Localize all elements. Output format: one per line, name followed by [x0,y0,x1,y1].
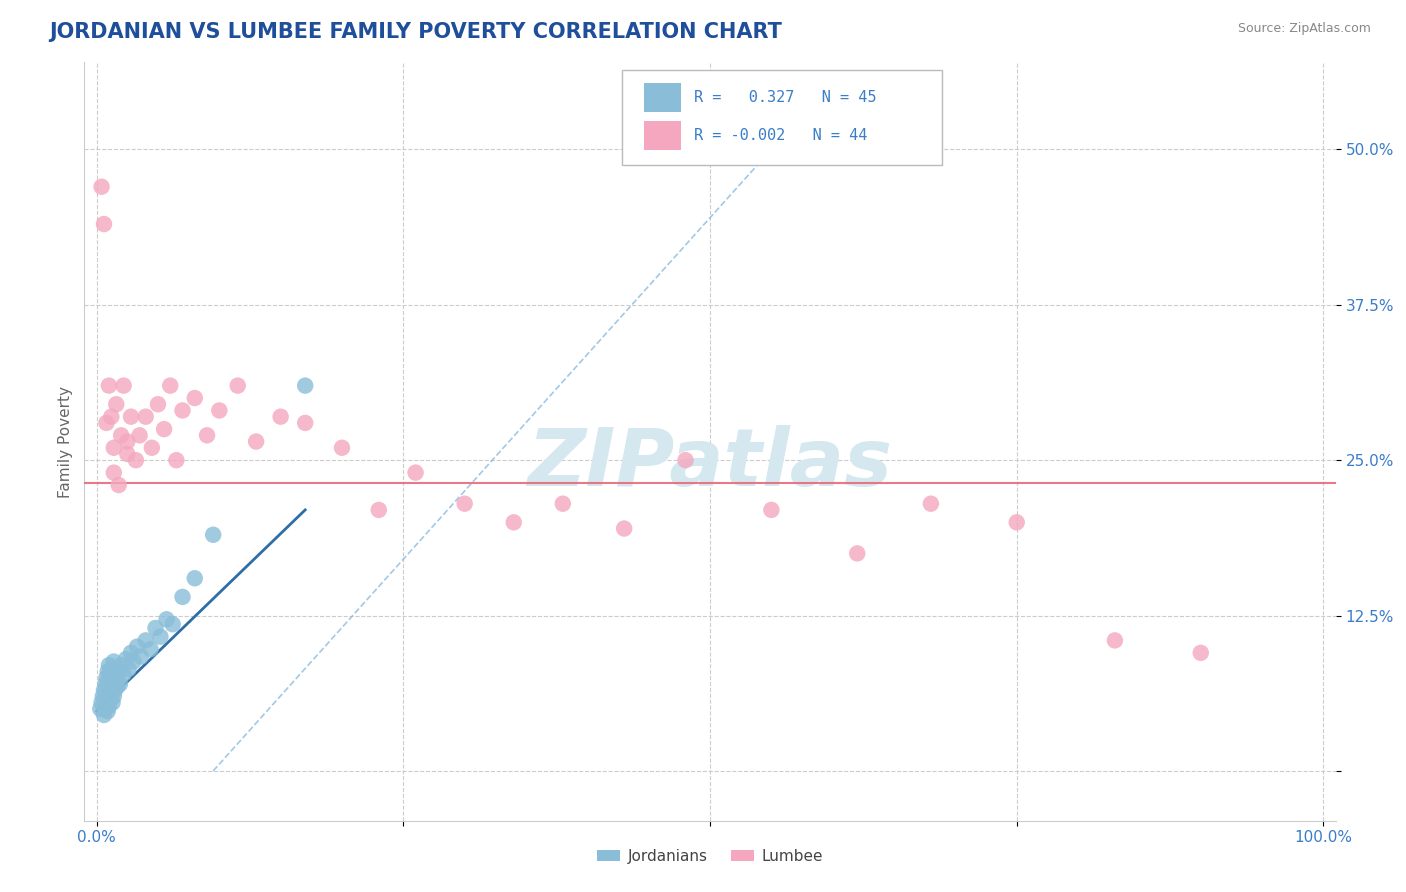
Point [103,466,125,480]
Point [120,409,142,424]
Point [330,441,353,455]
Bar [644,83,682,112]
Point [93,708,115,723]
Point [97,658,120,673]
Point [105,397,128,411]
Point [96,416,118,430]
Point [1189,646,1212,660]
Point [1104,633,1126,648]
Point [97,704,120,718]
Point [107,478,129,492]
Point [129,649,152,664]
Point [103,655,125,669]
Point [107,680,129,694]
Point [97,699,120,714]
Point [125,453,148,467]
Legend: Jordanians, Lumbee: Jordanians, Lumbee [591,843,830,870]
Point [120,646,142,660]
Point [149,630,172,644]
Point [93,217,115,231]
Point [112,378,135,392]
Text: Source: ZipAtlas.com: Source: ZipAtlas.com [1237,22,1371,36]
Point [117,434,139,449]
Point [100,409,122,424]
Point [761,503,783,517]
Point [139,642,162,657]
Point [184,571,207,585]
Point [165,453,187,467]
Point [112,667,135,681]
Point [96,696,118,710]
Point [110,658,132,673]
Text: R = -0.002   N = 44: R = -0.002 N = 44 [693,128,868,143]
Point [551,497,574,511]
Text: JORDANIAN VS LUMBEE FAMILY POVERTY CORRELATION CHART: JORDANIAN VS LUMBEE FAMILY POVERTY CORRE… [49,22,782,42]
Point [675,453,697,467]
Point [103,441,125,455]
Point [110,428,132,442]
Point [294,416,316,430]
Point [97,680,120,694]
Point [127,640,149,654]
Point [245,434,267,449]
Point [89,702,111,716]
Point [226,378,249,392]
Point [453,497,475,511]
Point [90,179,112,194]
Point [103,690,125,704]
Point [90,696,112,710]
Point [172,403,194,417]
Point [101,696,124,710]
Point [367,503,389,517]
Point [141,441,163,455]
Point [93,683,115,698]
Point [94,702,117,716]
Point [94,677,117,691]
Point [135,409,157,424]
Point [135,633,157,648]
Point [184,391,207,405]
Point [270,409,292,424]
Point [96,671,118,685]
Y-axis label: Family Poverty: Family Poverty [58,385,73,498]
Point [162,617,184,632]
FancyBboxPatch shape [623,70,942,165]
Point [405,466,427,480]
Point [105,671,128,685]
Point [115,652,138,666]
Point [846,546,869,560]
Point [146,397,169,411]
Point [153,422,176,436]
Point [920,497,942,511]
Point [128,428,150,442]
Point [195,428,218,442]
Point [100,662,122,676]
Point [117,447,139,461]
Point [208,403,231,417]
Point [101,674,124,689]
Bar [644,120,682,150]
Point [97,665,120,679]
Point [100,687,122,701]
Point [104,683,127,698]
Point [117,662,139,676]
Point [202,528,225,542]
Point [172,590,194,604]
Point [107,665,129,679]
Point [294,378,316,392]
Point [159,378,181,392]
Point [98,667,121,681]
Point [108,677,131,691]
Point [145,621,167,635]
Text: R =   0.327   N = 45: R = 0.327 N = 45 [693,90,876,105]
Point [155,612,177,626]
Point [97,378,120,392]
Text: ZIPatlas: ZIPatlas [527,425,893,503]
Point [98,691,121,706]
Point [91,690,114,704]
Point [1005,516,1028,530]
Point [502,516,524,530]
Point [613,522,636,536]
Point [122,655,145,669]
